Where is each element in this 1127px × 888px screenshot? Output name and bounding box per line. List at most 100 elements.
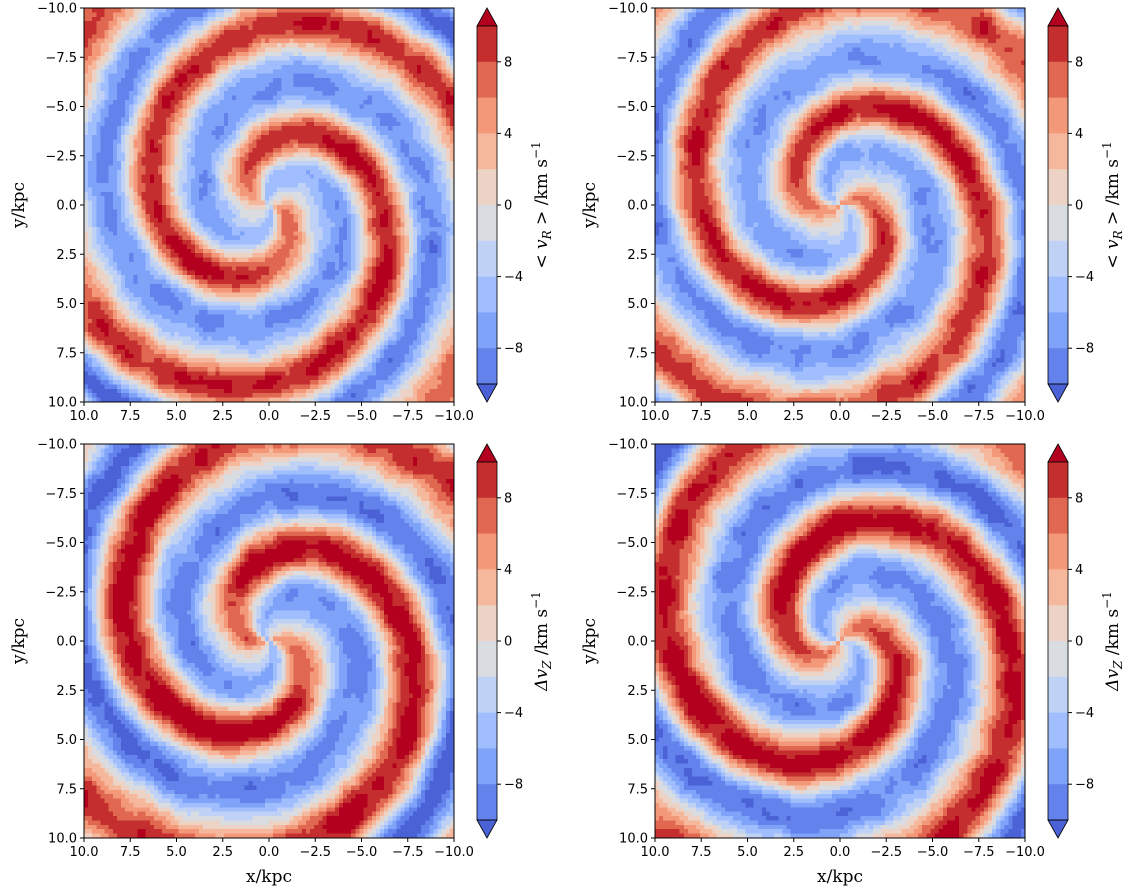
- contour-cell: [260, 353, 266, 359]
- contour-cell: [129, 310, 134, 316]
- contour-cell: [88, 231, 93, 237]
- contour-cell: [285, 139, 291, 145]
- contour-cell: [240, 301, 245, 307]
- contour-cell: [273, 86, 278, 92]
- contour-cell: [264, 21, 270, 27]
- contour-cell: [269, 152, 274, 158]
- contour-cell: [125, 323, 130, 329]
- contour-cell: [100, 174, 106, 180]
- contour-cell: [92, 95, 97, 101]
- contour-cell: [203, 226, 208, 232]
- contour-cell: [277, 191, 282, 197]
- contour-cell: [289, 113, 295, 119]
- contour-cell: [264, 226, 270, 232]
- contour-cell: [215, 318, 221, 324]
- contour-cell: [92, 69, 97, 75]
- contour-cell: [211, 209, 217, 215]
- contour-cell: [269, 371, 274, 377]
- contour-cell: [100, 82, 106, 88]
- contour-cell: [158, 200, 163, 206]
- contour-cell: [84, 73, 89, 79]
- contour-cell: [88, 12, 93, 18]
- contour-cell: [112, 209, 118, 215]
- contour-cell: [104, 305, 110, 311]
- contour-cell: [195, 327, 200, 333]
- contour-cell: [260, 235, 266, 241]
- contour-cell: [133, 86, 139, 92]
- contour-cell: [166, 117, 171, 123]
- contour-cell: [104, 380, 110, 386]
- contour-cell: [141, 64, 147, 70]
- contour-cell: [211, 240, 217, 245]
- contour-cell: [240, 366, 245, 372]
- contour-cell: [223, 69, 229, 75]
- contour-cell: [227, 16, 233, 22]
- contour-cell: [240, 209, 245, 215]
- contour-cell: [129, 292, 134, 298]
- contour-cell: [252, 69, 258, 75]
- contour-cell: [285, 270, 291, 276]
- contour-cell: [88, 371, 93, 377]
- contour-cell: [289, 270, 295, 276]
- contour-cell: [211, 288, 217, 294]
- contour-cell: [273, 51, 278, 57]
- contour-cell: [195, 12, 200, 18]
- contour-cell: [244, 266, 250, 272]
- contour-cell: [182, 21, 188, 27]
- contour-cell: [166, 248, 171, 254]
- contour-cell: [260, 82, 266, 88]
- contour-cell: [211, 388, 217, 394]
- contour-cell: [174, 165, 180, 171]
- contour-cell: [100, 362, 106, 368]
- contour-cell: [129, 117, 134, 123]
- contour-cell: [182, 257, 188, 263]
- contour-cell: [141, 108, 147, 114]
- contour-cell: [145, 310, 151, 316]
- contour-cell: [137, 99, 143, 105]
- contour-cell: [227, 244, 233, 250]
- contour-cell: [149, 314, 155, 320]
- contour-cell: [116, 69, 122, 75]
- contour-cell: [264, 318, 270, 324]
- contour-cell: [133, 104, 139, 110]
- contour-cell: [232, 130, 237, 136]
- contour-cell: [137, 240, 143, 245]
- contour-cell: [166, 156, 171, 162]
- contour-cell: [88, 69, 93, 75]
- contour-cell: [240, 121, 245, 127]
- contour-cell: [190, 8, 196, 13]
- contour-cell: [121, 397, 126, 403]
- contour-cell: [252, 38, 258, 44]
- contour-cell: [166, 362, 171, 368]
- contour-cell: [248, 73, 254, 79]
- contour-cell: [174, 331, 180, 337]
- contour-cell: [133, 178, 139, 184]
- contour-cell: [297, 200, 303, 206]
- contour-cell: [92, 240, 97, 245]
- contour-cell: [133, 231, 139, 237]
- contour-cell: [88, 8, 93, 13]
- contour-cell: [252, 148, 258, 154]
- contour-cell: [153, 266, 159, 272]
- contour-cell: [137, 82, 143, 88]
- contour-cell: [92, 143, 97, 149]
- contour-cell: [248, 336, 254, 342]
- contour-cell: [116, 178, 122, 184]
- contour-cell: [100, 60, 106, 66]
- contour-cell: [162, 25, 167, 31]
- contour-cell: [116, 56, 122, 62]
- contour-cell: [273, 375, 278, 381]
- contour-cell: [207, 117, 213, 123]
- contour-cell: [289, 253, 295, 259]
- contour-cell: [248, 47, 254, 53]
- contour-cell: [84, 174, 89, 180]
- contour-cell: [125, 47, 130, 53]
- contour-cell: [281, 209, 287, 215]
- contour-cell: [121, 218, 126, 224]
- contour-cell: [174, 69, 180, 75]
- contour-cell: [277, 95, 282, 101]
- contour-cell: [232, 25, 237, 31]
- contour-cell: [297, 218, 303, 224]
- contour-cell: [256, 143, 262, 149]
- contour-cell: [277, 64, 282, 70]
